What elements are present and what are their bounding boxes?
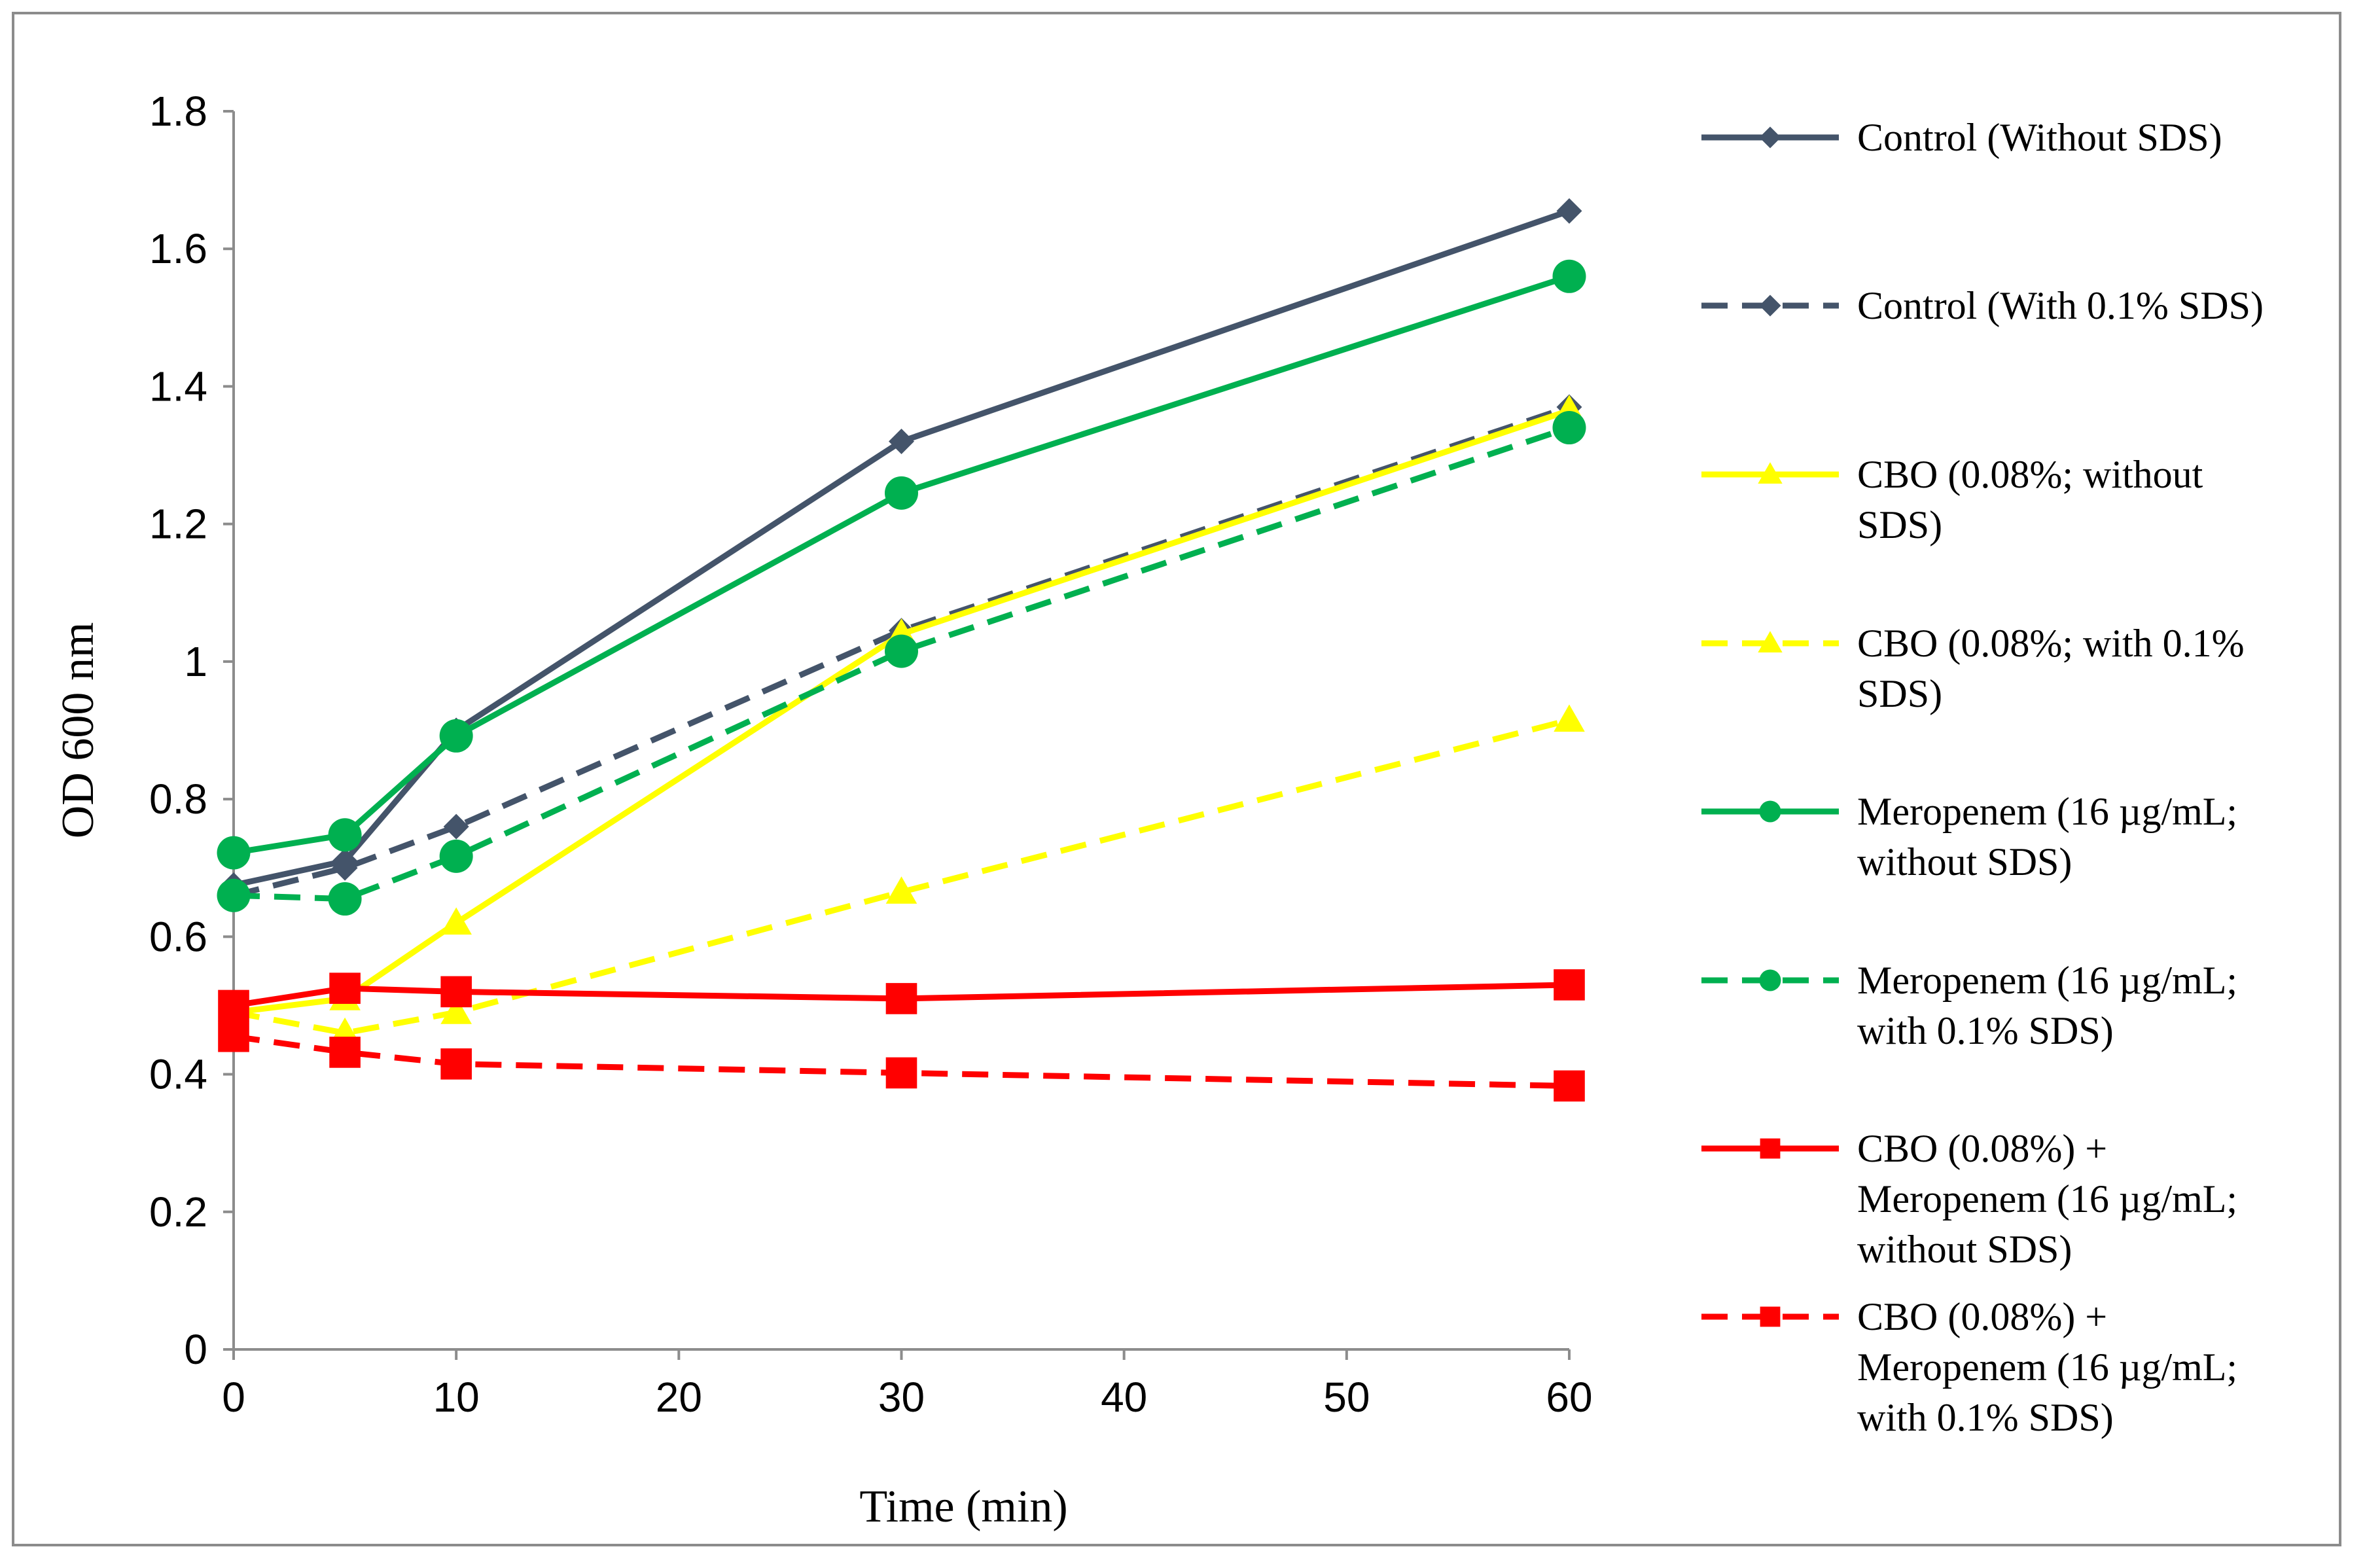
axes: 0 0.2 0.4 0.6 0.8 1 1.2 1.4 1.6 1.8 0 10 20 30 40 50 60 bbox=[149, 88, 1593, 1421]
legend-label: CBO (0.08%; with 0.1% bbox=[1857, 622, 2245, 665]
x-tick-label: 40 bbox=[1101, 1374, 1147, 1421]
series-1 bbox=[221, 198, 1582, 898]
data-point bbox=[440, 907, 472, 935]
y-tick-label: 0 bbox=[184, 1326, 207, 1373]
legend-entry-3: CBO (0.08%; without SDS) bbox=[1701, 453, 2203, 546]
y-tick-label: 1.2 bbox=[149, 501, 207, 548]
legend: Control (Without SDS) Control (With 0.1% … bbox=[1701, 116, 2264, 1439]
x-axis-title: Time (min) bbox=[859, 1482, 1067, 1532]
data-point bbox=[1554, 969, 1585, 1001]
legend-label: CBO (0.08%) + bbox=[1857, 1127, 2107, 1170]
data-point bbox=[440, 976, 472, 1008]
data-point bbox=[1554, 704, 1585, 732]
data-point bbox=[1554, 1070, 1585, 1102]
legend-label: SDS) bbox=[1857, 672, 1942, 715]
x-tick-label: 50 bbox=[1323, 1374, 1370, 1421]
data-point bbox=[332, 855, 358, 881]
x-tick-label: 60 bbox=[1546, 1374, 1592, 1421]
data-point bbox=[885, 476, 918, 510]
data-point bbox=[329, 972, 361, 1004]
series-line bbox=[232, 404, 1571, 899]
x-tick-label: 20 bbox=[656, 1374, 702, 1421]
legend-label: CBO (0.08%; without bbox=[1857, 453, 2203, 496]
legend-label: without SDS) bbox=[1857, 840, 2072, 883]
series-6 bbox=[217, 411, 1586, 916]
data-point bbox=[1552, 259, 1586, 293]
data-point bbox=[885, 983, 917, 1014]
legend-swatch-marker bbox=[1759, 126, 1781, 149]
legend-entry-7: CBO (0.08%) + Meropenem (16 µg/mL; without… bbox=[1701, 1127, 2237, 1271]
legend-entry-5: Meropenem (16 µg/mL; without SDS) bbox=[1701, 790, 2237, 883]
legend-entry-1: Control (Without SDS) bbox=[1701, 116, 2222, 159]
y-tick-label: 0.4 bbox=[149, 1051, 207, 1098]
data-point bbox=[1552, 411, 1586, 445]
data-point bbox=[217, 878, 251, 912]
y-tick-label: 1.6 bbox=[149, 225, 207, 272]
data-point bbox=[885, 1057, 917, 1089]
x-tick-label: 0 bbox=[222, 1374, 245, 1421]
y-axis-title: OD 600 nm bbox=[53, 622, 103, 839]
y-tick-label: 1 bbox=[184, 638, 207, 685]
legend-label: Meropenem (16 µg/mL; bbox=[1857, 790, 2237, 833]
legend-label: SDS) bbox=[1857, 503, 1942, 546]
chart-frame bbox=[12, 12, 2341, 1546]
data-point bbox=[440, 997, 472, 1024]
legend-swatch-marker bbox=[1759, 969, 1781, 991]
data-point bbox=[439, 719, 473, 753]
data-point bbox=[218, 989, 249, 1022]
legend-label: with 0.1% SDS) bbox=[1857, 1009, 2114, 1052]
x-tick-label: 30 bbox=[878, 1374, 925, 1421]
legend-label: with 0.1% SDS) bbox=[1857, 1396, 2114, 1439]
y-tick-label: 0.8 bbox=[149, 775, 207, 823]
legend-entry-6: Meropenem (16 µg/mL; with 0.1% SDS) bbox=[1701, 959, 2237, 1052]
legend-entry-2: Control (With 0.1% SDS) bbox=[1701, 284, 2264, 327]
legend-label: CBO (0.08%) + bbox=[1857, 1295, 2107, 1338]
legend-entry-8: CBO (0.08%) + Meropenem (16 µg/mL; with 0.… bbox=[1701, 1295, 2237, 1439]
legend-label: Meropenem (16 µg/mL; bbox=[1857, 1177, 2237, 1221]
legend-label: Meropenem (16 µg/mL; bbox=[1857, 1345, 2237, 1389]
data-point bbox=[443, 813, 469, 840]
legend-label: Control (With 0.1% SDS) bbox=[1857, 284, 2264, 327]
series-layer bbox=[217, 198, 1586, 1102]
y-tick-label: 1.8 bbox=[149, 88, 207, 135]
data-point bbox=[328, 818, 362, 852]
data-point bbox=[329, 1037, 361, 1068]
data-point bbox=[1556, 198, 1582, 224]
y-tick-label: 1.4 bbox=[149, 363, 207, 410]
legend-swatch-marker bbox=[1760, 1138, 1781, 1159]
legend-entry-4: CBO (0.08%; with 0.1% SDS) bbox=[1701, 622, 2245, 715]
x-tick-label: 10 bbox=[433, 1374, 480, 1421]
y-tick-label: 0.2 bbox=[149, 1188, 207, 1236]
data-point bbox=[440, 1048, 472, 1080]
series-line bbox=[233, 273, 1571, 856]
legend-swatch-marker bbox=[1758, 631, 1783, 653]
y-tick-label: 0.6 bbox=[149, 913, 207, 960]
series-8 bbox=[218, 1020, 1585, 1102]
legend-swatch-marker bbox=[1759, 800, 1781, 823]
data-point bbox=[885, 876, 917, 904]
series-5 bbox=[217, 259, 1586, 870]
legend-label: Meropenem (16 µg/mL; bbox=[1857, 959, 2237, 1002]
data-point bbox=[218, 1020, 249, 1052]
legend-swatch-marker bbox=[1759, 294, 1781, 317]
legend-label: Control (Without SDS) bbox=[1857, 116, 2222, 159]
legend-label: without SDS) bbox=[1857, 1228, 2072, 1271]
data-point bbox=[885, 634, 918, 668]
legend-swatch-marker bbox=[1760, 1306, 1781, 1327]
data-point bbox=[889, 429, 914, 455]
legend-swatch-marker bbox=[1758, 462, 1783, 484]
series-line bbox=[233, 425, 1571, 902]
series-line bbox=[233, 208, 1571, 888]
data-point bbox=[217, 836, 251, 870]
series-7 bbox=[218, 969, 1585, 1022]
data-point bbox=[328, 882, 362, 916]
data-point bbox=[439, 839, 473, 873]
